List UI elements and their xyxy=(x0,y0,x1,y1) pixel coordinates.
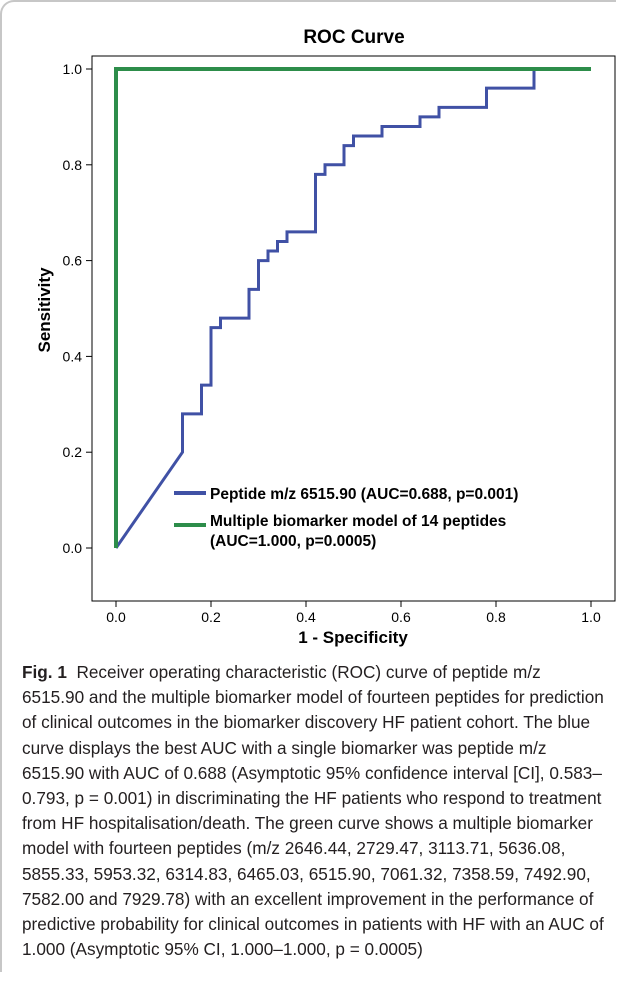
y-tick-label-0: 0.0 xyxy=(63,540,83,556)
y-axis-label: Sensitivity xyxy=(35,267,54,353)
y-tick-label-5: 1.0 xyxy=(63,61,83,77)
legend: Peptide m/z 6515.90 (AUC=0.688, p=0.001)… xyxy=(174,486,518,550)
peptide-roc-line xyxy=(114,67,591,549)
legend-label-multi-line1: Multiple biomarker model of 14 peptides xyxy=(210,513,506,530)
x-tick-label-2: 0.4 xyxy=(296,609,316,625)
legend-label-multi-line2: (AUC=1.000, p=0.0005) xyxy=(210,533,376,550)
caption-label: Fig. 1 xyxy=(22,662,67,682)
x-tick-label-0: 0.0 xyxy=(106,609,126,625)
caption-text: Receiver operating characteristic (ROC) … xyxy=(22,662,604,960)
y-tick-label-3: 0.6 xyxy=(63,253,83,269)
x-tick-label-5: 1.0 xyxy=(581,609,601,625)
series-layer xyxy=(114,67,591,549)
y-tick-label-1: 0.2 xyxy=(63,444,83,460)
axis-ticks: 0.0 0.2 0.4 0.6 0.8 1.0 0.0 0.2 0.4 0.6 0.8 1.0 xyxy=(63,61,601,625)
figure-caption: Fig. 1 Receiver operating characteristic… xyxy=(22,660,607,962)
x-tick-label-3: 0.6 xyxy=(391,609,411,625)
chart-title: ROC Curve xyxy=(303,27,404,48)
multi-biomarker-roc-line xyxy=(114,67,591,548)
legend-label-peptide: Peptide m/z 6515.90 (AUC=0.688, p=0.001) xyxy=(210,486,518,503)
roc-chart: ROC Curve 0.0 0.2 0.4 0.6 0.8 1.0 0.0 0.2 0.4 0.6… xyxy=(35,27,616,647)
x-tick-label-1: 0.2 xyxy=(201,609,221,625)
y-tick-label-2: 0.4 xyxy=(63,348,83,364)
x-axis-label: 1 - Specificity xyxy=(298,628,408,647)
y-tick-label-4: 0.8 xyxy=(63,157,83,173)
x-tick-label-4: 0.8 xyxy=(486,609,506,625)
